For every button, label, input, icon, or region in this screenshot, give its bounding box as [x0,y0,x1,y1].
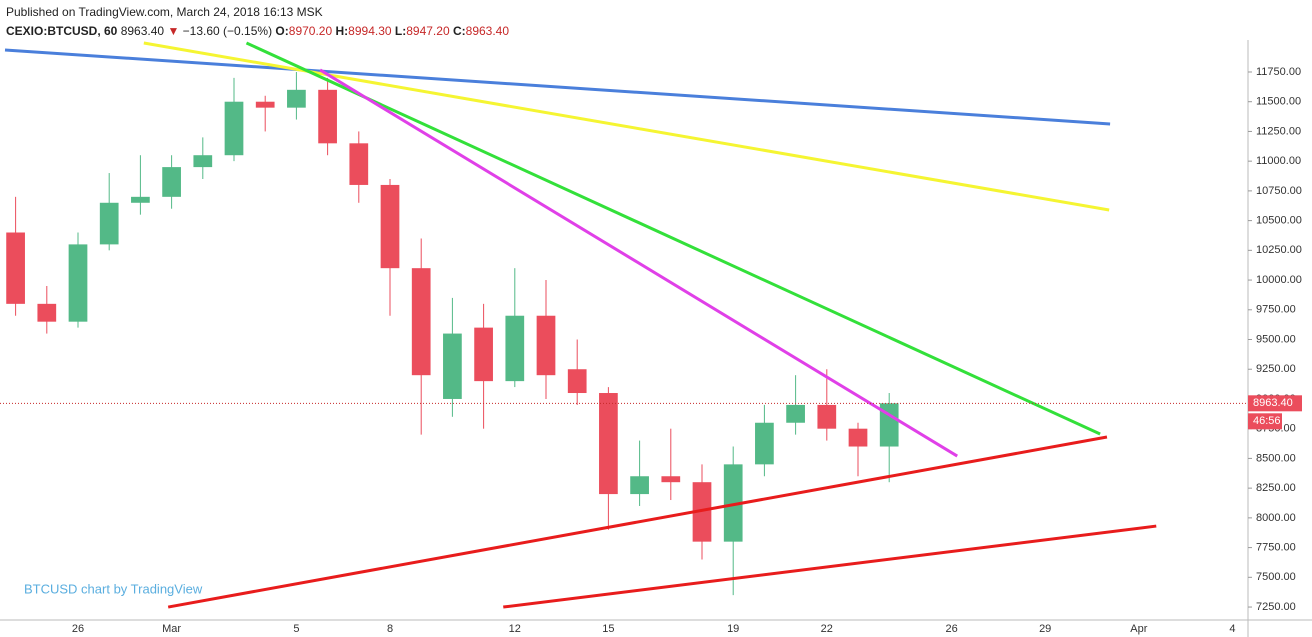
x-tick-label: 19 [727,623,739,635]
y-tick-label: 11500.00 [1256,96,1301,108]
last: 8963.40 [120,24,165,38]
candle-body [131,196,150,203]
o-label: O: [275,24,289,38]
y-tick-label: 10500.00 [1256,215,1302,227]
c-label: C: [452,24,466,38]
candle-body [786,404,805,423]
x-tick-label: 26 [72,623,84,635]
y-tick-label: 11250.00 [1256,125,1301,137]
y-tick-label: 8500.00 [1256,452,1296,464]
x-tick-label: Mar [162,623,181,635]
countdown-box [1248,413,1282,430]
y-tick-label: 9750.00 [1256,304,1296,316]
x-tick-label: Apr [1130,623,1147,635]
candle-body [255,101,275,108]
candle-body [723,464,743,542]
candle-body [6,232,25,304]
y-tick-label: 11750.00 [1256,66,1301,78]
countdown: 46:56 [1253,415,1281,427]
x-tick-label: 22 [821,623,833,635]
candle-body [99,202,119,245]
x-tick-label: 15 [602,623,614,635]
h: 8994.30 [348,24,392,38]
candle-body [536,315,556,376]
candle-body [817,404,837,429]
y-tick-label: 7500.00 [1256,571,1296,583]
quote-line: CEXIO:BTCUSD, 60 8963.40 ▼ −13.60 (−0.15… [6,22,509,41]
candle-body [162,167,181,197]
l-label: L: [394,24,407,38]
trend-line [167,435,1108,609]
y-tick-label: 8250.00 [1256,482,1296,494]
last-price-label: 8963.40 [1253,397,1293,409]
candle-body [661,476,681,483]
y-tick-label: 9250.00 [1256,363,1296,375]
change: −13.60 (−0.15%) [182,24,273,38]
header: Published on TradingView.com, March 24, … [6,3,509,41]
candle-body [37,303,57,322]
y-tick-label: 11000.00 [1256,155,1301,167]
candle-body [411,268,431,376]
trend-line [319,68,958,458]
candle-body [443,333,462,399]
x-tick-label: 5 [293,623,299,635]
x-tick-label: 29 [1039,623,1051,635]
l: 8947.20 [406,24,450,38]
trend-line [4,48,1111,126]
last-price-box [1248,395,1302,412]
candle-body [755,422,774,465]
candle-body [505,315,525,382]
candle-body [349,143,369,185]
y-tick-label: 10750.00 [1256,185,1302,197]
candle-body [599,393,618,495]
y-tick-label: 8000.00 [1256,512,1296,524]
trend-line [143,41,1110,212]
candle-body [692,482,712,542]
c: 8963.40 [465,24,510,38]
candle-body [848,428,868,447]
y-tick-label: 9500.00 [1256,333,1296,345]
candle-body [879,403,899,447]
candle-body [193,155,213,168]
published: Published on TradingView.com, March 24, … [6,5,323,19]
candle-body [287,89,306,108]
candle-body [567,369,587,394]
trend-line [245,41,1101,436]
o: 8970.20 [288,24,333,38]
y-tick-label: 7250.00 [1256,601,1296,613]
y-tick-label: 10000.00 [1256,274,1302,286]
watermark: BTCUSD chart by TradingView [24,581,203,596]
trend-line [503,524,1157,609]
y-tick-label: 7750.00 [1256,541,1296,553]
x-tick-label: 12 [509,623,521,635]
candle-body [224,101,244,156]
candle-body [474,327,493,382]
h-label: H: [335,24,349,38]
candle-body [630,476,649,495]
y-tick-label: 10250.00 [1256,244,1302,256]
x-tick-label: 8 [387,623,393,635]
candle-body [318,89,337,144]
symbol: CEXIO:BTCUSD, 60 [6,24,118,38]
x-tick-label: 26 [945,623,957,635]
x-tick-label: 4 [1229,623,1235,635]
candle-body [380,184,400,269]
candle-body [68,244,88,322]
arrow: ▼ [167,24,180,38]
